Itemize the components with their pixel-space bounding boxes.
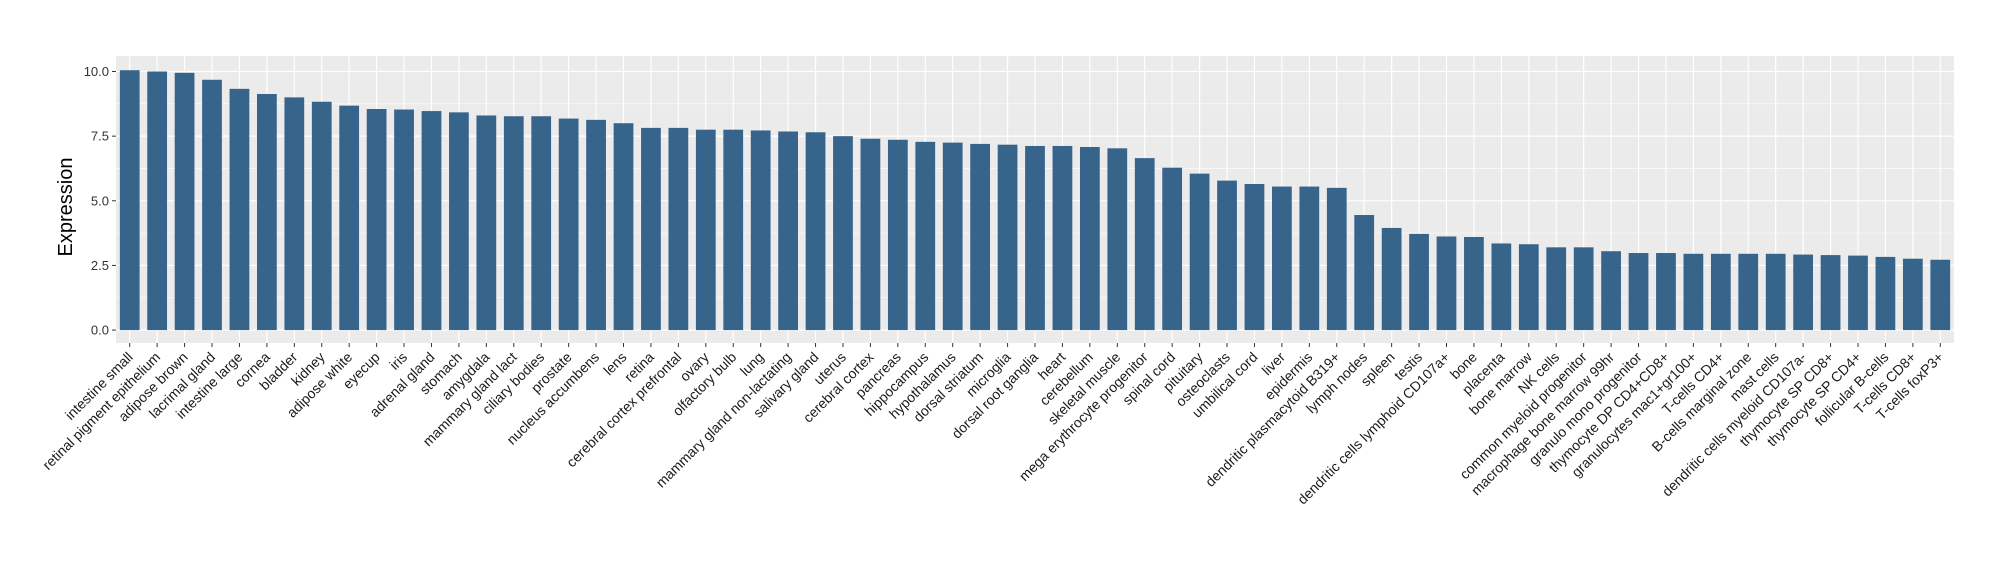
bar <box>339 105 360 331</box>
bar <box>1656 253 1676 331</box>
bar <box>942 142 963 331</box>
y-tick-label: 10.0 <box>84 64 109 79</box>
bar <box>1244 183 1265 331</box>
bar <box>1052 145 1073 331</box>
bar <box>1683 253 1704 331</box>
bar <box>558 118 579 331</box>
bar <box>1326 187 1347 331</box>
bar <box>1902 258 1923 331</box>
bar <box>1930 259 1951 331</box>
bar <box>1628 253 1649 331</box>
bar <box>1546 247 1567 331</box>
bar <box>1409 233 1429 331</box>
bar <box>997 144 1018 331</box>
bar <box>1573 247 1594 331</box>
bar <box>1491 243 1512 331</box>
bar <box>1848 255 1868 331</box>
bar <box>394 109 414 331</box>
bar <box>1710 253 1731 331</box>
bar <box>695 129 716 331</box>
bar <box>1354 215 1375 331</box>
bar <box>750 130 771 331</box>
bar <box>366 109 387 331</box>
bar <box>1189 173 1210 331</box>
bar <box>1272 186 1292 331</box>
bar <box>147 71 168 331</box>
bar <box>1436 236 1457 331</box>
bar <box>1381 227 1402 331</box>
bar <box>1025 145 1045 331</box>
y-axis-title: Expression <box>55 158 77 257</box>
bar <box>311 101 332 331</box>
bar <box>1820 255 1841 331</box>
bar <box>476 115 497 331</box>
bar <box>1217 180 1237 331</box>
bar <box>257 94 277 331</box>
bar <box>613 123 634 331</box>
bar <box>1134 158 1155 331</box>
bar <box>805 132 826 331</box>
y-tick-label: 2.5 <box>91 258 109 273</box>
bar <box>1793 254 1813 331</box>
bar <box>119 70 140 331</box>
bar <box>1107 148 1128 331</box>
bar <box>860 138 881 331</box>
y-tick-label: 0.0 <box>91 323 109 338</box>
bar <box>833 136 853 331</box>
bar <box>229 88 250 331</box>
bar <box>284 97 305 331</box>
bar <box>531 116 552 331</box>
bar <box>970 143 991 331</box>
bar <box>174 72 195 331</box>
bar <box>1601 251 1621 331</box>
bar <box>668 127 689 331</box>
bar <box>723 129 744 331</box>
y-tick-label: 5.0 <box>91 193 109 208</box>
bar <box>586 119 606 331</box>
bar <box>778 131 798 331</box>
bar <box>1738 253 1759 331</box>
bar <box>1079 147 1100 331</box>
x-tick-label: retinal pigment epithelium <box>39 349 163 473</box>
bar <box>503 116 524 331</box>
bar <box>1765 253 1786 331</box>
bar <box>1299 186 1320 331</box>
bars <box>119 70 1951 331</box>
bar <box>1518 244 1539 331</box>
bar <box>1464 236 1484 331</box>
bar <box>641 127 661 331</box>
bar <box>421 111 442 331</box>
bar <box>1875 256 1896 331</box>
bar <box>449 112 469 331</box>
bar <box>1162 167 1183 331</box>
bar <box>202 79 222 331</box>
bar <box>887 139 908 331</box>
y-axis-ticks: 0.0 2.5 5.0 7.5 10.0 <box>84 64 116 338</box>
y-tick-label: 7.5 <box>91 129 109 144</box>
bar <box>915 141 936 331</box>
